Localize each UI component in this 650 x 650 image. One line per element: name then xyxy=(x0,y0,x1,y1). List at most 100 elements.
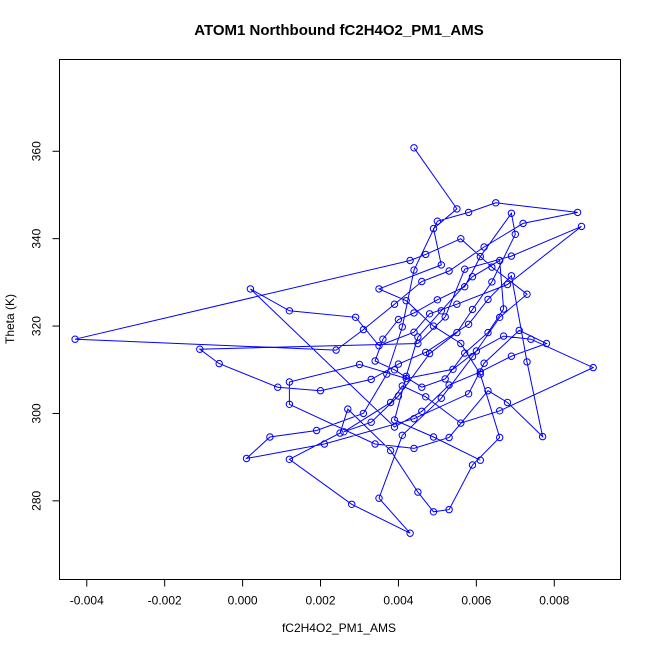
data-point xyxy=(379,335,387,343)
data-point xyxy=(476,368,484,376)
data-point xyxy=(425,310,434,318)
data-point xyxy=(375,285,383,293)
data-point xyxy=(542,339,551,348)
data-point xyxy=(437,261,445,269)
data-point xyxy=(390,300,399,308)
data-point xyxy=(523,290,531,298)
data-point xyxy=(433,296,442,304)
data-point xyxy=(488,263,496,271)
data-point xyxy=(394,392,403,400)
data-point xyxy=(461,283,469,291)
data-point xyxy=(371,357,379,365)
data-point xyxy=(390,366,399,374)
data-point xyxy=(476,456,484,464)
data-point xyxy=(429,322,438,330)
x-axis-label: fC2H4O2_PM1_AMS xyxy=(282,621,396,635)
data-point xyxy=(367,375,375,384)
data-point xyxy=(422,393,430,401)
data-point xyxy=(348,500,356,508)
data-point xyxy=(215,359,223,368)
data-point xyxy=(371,440,379,448)
y-tick-label: 280 xyxy=(30,491,44,511)
data-point xyxy=(390,423,399,431)
data-point xyxy=(527,335,535,343)
data-point xyxy=(468,305,477,314)
data-point xyxy=(383,370,391,378)
data-point xyxy=(484,387,492,395)
data-point xyxy=(351,313,360,321)
data-point xyxy=(480,359,488,367)
data-point xyxy=(464,208,473,217)
data-point xyxy=(246,285,255,293)
data-point xyxy=(468,461,477,469)
data-point xyxy=(453,300,461,308)
data-point xyxy=(359,409,368,418)
x-tick-label: -0.004 xyxy=(70,594,104,608)
data-point xyxy=(507,209,516,218)
chart-title: ATOM1 Northbound fC2H4O2_PM1_AMS xyxy=(194,22,483,39)
data-point xyxy=(418,407,426,415)
data-point xyxy=(476,252,484,261)
data-point xyxy=(344,405,352,413)
x-tick-label: 0.002 xyxy=(306,594,336,608)
data-point xyxy=(507,272,516,280)
data-point xyxy=(418,383,426,391)
data-point xyxy=(422,250,430,259)
data-point xyxy=(449,365,457,373)
y-tick-label: 340 xyxy=(30,228,44,248)
data-point xyxy=(519,219,527,228)
data-point xyxy=(414,488,422,496)
data-point xyxy=(480,243,488,251)
data-point xyxy=(196,345,204,353)
data-point xyxy=(499,332,508,340)
data-point xyxy=(398,431,406,439)
data-point xyxy=(441,313,449,321)
data-point xyxy=(496,407,504,415)
data-point xyxy=(484,295,492,304)
data-point xyxy=(468,352,477,361)
data-point xyxy=(414,333,422,341)
data-point xyxy=(492,199,500,207)
data-point xyxy=(503,280,512,289)
data-point xyxy=(445,433,453,442)
data-point xyxy=(316,387,325,395)
data-point xyxy=(499,305,508,313)
data-point xyxy=(285,378,294,386)
data-point xyxy=(274,383,282,391)
data-point xyxy=(402,374,410,383)
data-point xyxy=(390,416,399,424)
data-point xyxy=(285,400,294,408)
data-point xyxy=(410,266,418,274)
data-point xyxy=(496,256,504,265)
data-point xyxy=(523,358,531,366)
data-point xyxy=(71,335,79,343)
data-point xyxy=(285,307,294,315)
data-point xyxy=(496,313,504,321)
y-tick-label: 300 xyxy=(30,403,44,423)
y-tick-label: 360 xyxy=(30,141,44,161)
y-axis-label: Theta (K) xyxy=(3,294,17,344)
x-tick-label: -0.002 xyxy=(148,594,182,608)
data-point xyxy=(410,444,418,453)
data-point xyxy=(422,348,430,356)
data-point xyxy=(484,328,492,337)
x-axis: -0.004 -0.002 0.000 0.002 0.004 0.006 0.008 xyxy=(70,579,570,608)
data-point xyxy=(476,370,484,378)
data-point xyxy=(461,265,469,273)
data-point xyxy=(285,455,294,463)
data-point xyxy=(515,326,523,335)
data-point xyxy=(375,342,383,350)
data-point xyxy=(320,440,329,448)
x-tick-label: 0.006 xyxy=(461,594,491,608)
y-tick-label: 320 xyxy=(30,316,44,336)
data-point xyxy=(359,325,368,334)
data-point xyxy=(410,144,418,152)
data-point xyxy=(398,323,406,331)
data-point xyxy=(398,382,406,390)
data-point xyxy=(472,347,481,355)
data-point xyxy=(429,508,438,516)
data-point xyxy=(410,415,418,423)
data-point xyxy=(453,328,461,337)
data-point xyxy=(511,230,519,239)
